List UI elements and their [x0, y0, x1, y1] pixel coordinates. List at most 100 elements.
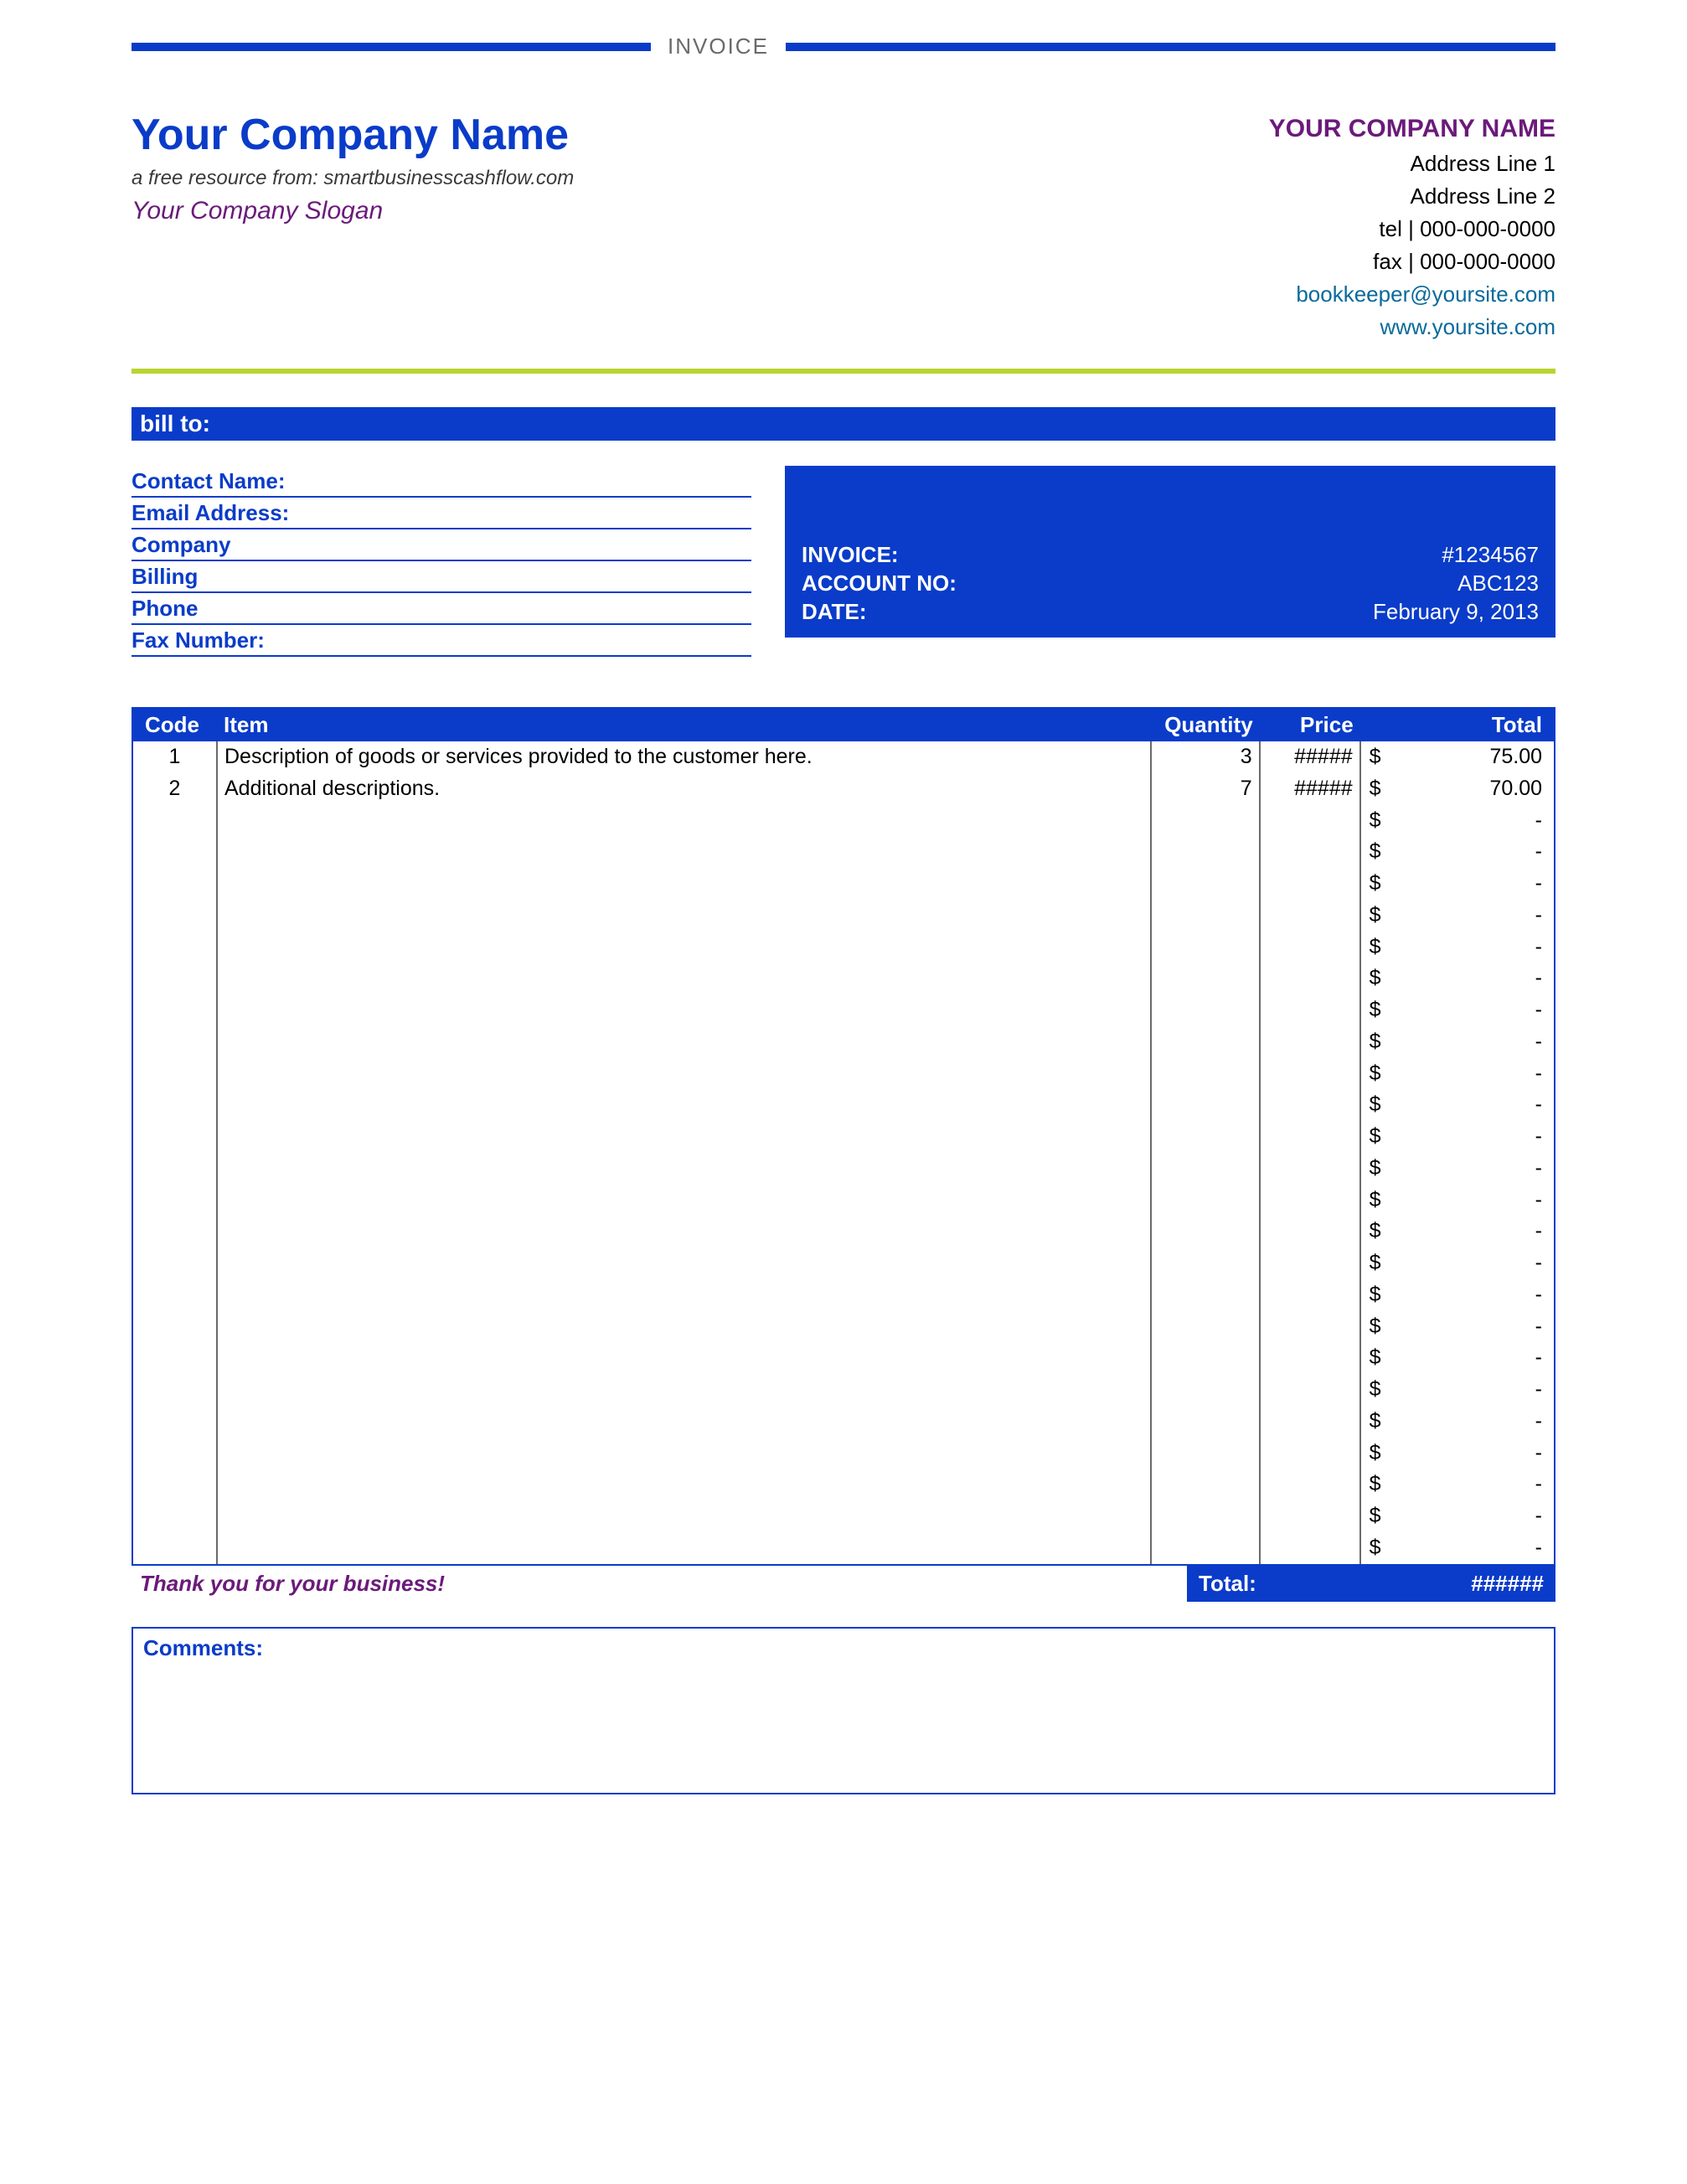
cell-code: [133, 1500, 217, 1532]
contact-fields: Contact Name:Email Address:CompanyBillin…: [132, 466, 751, 657]
cell-qty: [1151, 1374, 1260, 1406]
invoice-box-value: ABC123: [1457, 570, 1539, 598]
company-email[interactable]: bookkeeper@yoursite.com: [1269, 278, 1555, 311]
cell-item: [217, 994, 1151, 1026]
cell-total: -: [1385, 932, 1554, 963]
comments-box[interactable]: Comments:: [132, 1627, 1555, 1794]
items-footer-row: Thank you for your business! Total: ####…: [132, 1566, 1555, 1602]
col-price: Price: [1260, 709, 1360, 741]
cell-qty: [1151, 1153, 1260, 1185]
cell-price: [1260, 1185, 1360, 1216]
cell-currency: $: [1360, 1342, 1385, 1374]
cell-code: 2: [133, 773, 217, 805]
cell-qty: [1151, 1058, 1260, 1090]
table-row: 2Additional descriptions.7#####$70.00: [133, 773, 1554, 805]
cell-code: [133, 805, 217, 837]
cell-item: [217, 836, 1151, 868]
cell-item: [217, 1438, 1151, 1469]
table-row: $-: [133, 1026, 1554, 1058]
cell-price: [1260, 836, 1360, 868]
company-slogan: Your Company Slogan: [132, 197, 574, 225]
cell-total: -: [1385, 1026, 1554, 1058]
cell-code: [133, 1026, 217, 1058]
cell-currency: $: [1360, 1247, 1385, 1279]
cell-currency: $: [1360, 773, 1385, 805]
cell-item: [217, 1185, 1151, 1216]
cell-code: [133, 836, 217, 868]
cell-total: -: [1385, 1469, 1554, 1500]
table-row: $-: [133, 1438, 1554, 1469]
invoice-box-label: INVOICE:: [802, 541, 899, 570]
billto-header-bar: bill to:: [132, 407, 1555, 441]
company-address-1: Address Line 1: [1269, 147, 1555, 180]
top-bar-left: [132, 43, 651, 51]
contact-row: Contact Name:Email Address:CompanyBillin…: [132, 466, 1555, 657]
cell-currency: $: [1360, 868, 1385, 900]
contact-field[interactable]: Fax Number:: [132, 625, 751, 657]
cell-code: [133, 1279, 217, 1311]
contact-field[interactable]: Contact Name:: [132, 466, 751, 498]
cell-code: [133, 1532, 217, 1564]
cell-currency: $: [1360, 1153, 1385, 1185]
cell-total: -: [1385, 1532, 1554, 1564]
cell-currency: $: [1360, 836, 1385, 868]
cell-currency: $: [1360, 1469, 1385, 1500]
table-row: $-: [133, 932, 1554, 963]
table-row: $-: [133, 1216, 1554, 1247]
cell-qty: [1151, 1121, 1260, 1153]
cell-item: [217, 1532, 1151, 1564]
company-name: Your Company Name: [132, 110, 574, 160]
cell-qty: [1151, 1342, 1260, 1374]
cell-code: [133, 1311, 217, 1343]
company-tel: tel | 000-000-0000: [1269, 213, 1555, 245]
cell-item: [217, 1469, 1151, 1500]
invoice-box-label: DATE:: [802, 598, 867, 627]
cell-item: Additional descriptions.: [217, 773, 1151, 805]
cell-item: Description of goods or services provide…: [217, 741, 1151, 773]
table-row: $-: [133, 963, 1554, 994]
cell-qty: [1151, 805, 1260, 837]
cell-code: [133, 1438, 217, 1469]
grand-total-value: ######: [1471, 1571, 1544, 1597]
table-row: $-: [133, 1185, 1554, 1216]
invoice-box-row: ACCOUNT NO:ABC123: [802, 570, 1539, 598]
table-row: $-: [133, 1374, 1554, 1406]
cell-code: [133, 1216, 217, 1247]
cell-qty: [1151, 1500, 1260, 1532]
cell-price: #####: [1260, 773, 1360, 805]
cell-currency: $: [1360, 1532, 1385, 1564]
company-address-2: Address Line 2: [1269, 180, 1555, 213]
table-row: $-: [133, 1311, 1554, 1343]
cell-currency: $: [1360, 1185, 1385, 1216]
col-qty: Quantity: [1151, 709, 1260, 741]
company-website[interactable]: www.yoursite.com: [1269, 311, 1555, 343]
cell-item: [217, 963, 1151, 994]
cell-code: [133, 1153, 217, 1185]
cell-price: [1260, 1216, 1360, 1247]
cell-currency: $: [1360, 1279, 1385, 1311]
cell-item: [217, 1121, 1151, 1153]
cell-total: -: [1385, 1185, 1554, 1216]
cell-qty: [1151, 932, 1260, 963]
cell-price: [1260, 1406, 1360, 1438]
table-row: 1Description of goods or services provid…: [133, 741, 1554, 773]
contact-field[interactable]: Company: [132, 529, 751, 561]
table-row: $-: [133, 836, 1554, 868]
cell-price: [1260, 1500, 1360, 1532]
cell-currency: $: [1360, 900, 1385, 932]
cell-price: [1260, 1469, 1360, 1500]
invoice-box: INVOICE:#1234567ACCOUNT NO:ABC123DATE:Fe…: [785, 466, 1555, 638]
cell-qty: 3: [1151, 741, 1260, 773]
table-row: $-: [133, 805, 1554, 837]
cell-code: 1: [133, 741, 217, 773]
cell-total: -: [1385, 1342, 1554, 1374]
cell-code: [133, 1185, 217, 1216]
cell-item: [217, 1342, 1151, 1374]
thank-you-text: Thank you for your business!: [132, 1566, 1187, 1602]
cell-code: [133, 963, 217, 994]
contact-field[interactable]: Email Address:: [132, 498, 751, 529]
contact-field[interactable]: Billing: [132, 561, 751, 593]
contact-field[interactable]: Phone: [132, 593, 751, 625]
table-row: $-: [133, 1247, 1554, 1279]
table-row: $-: [133, 1279, 1554, 1311]
